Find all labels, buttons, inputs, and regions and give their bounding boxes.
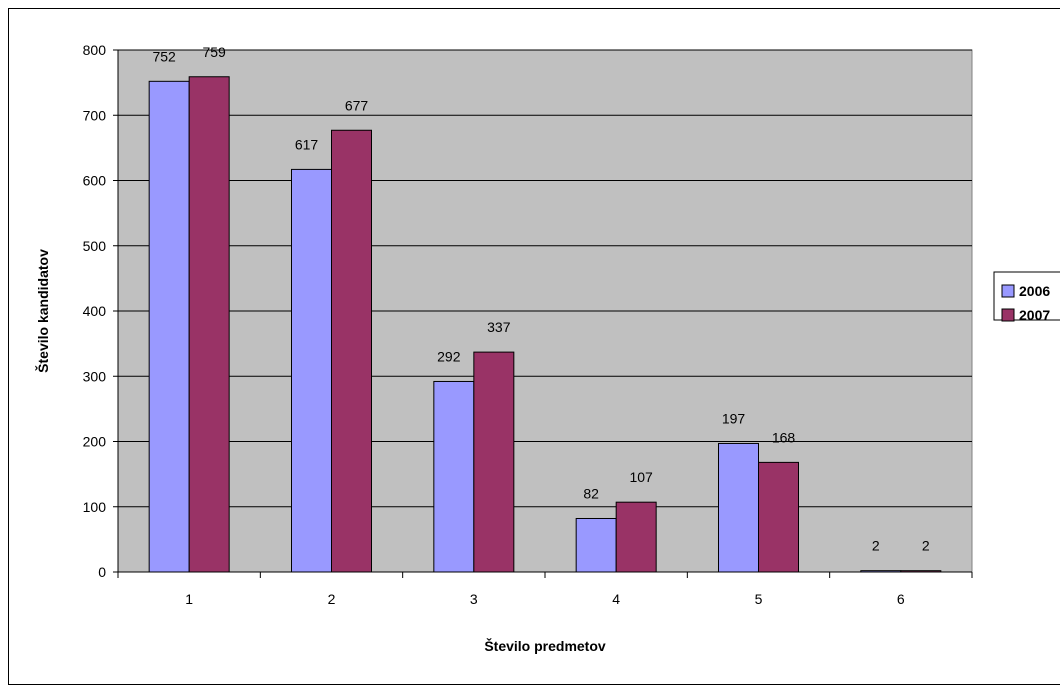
legend-swatch-2006 (1002, 285, 1014, 297)
x-tick-label: 6 (897, 591, 905, 607)
bar-2006-5 (719, 443, 759, 572)
x-tick-label: 3 (470, 591, 478, 607)
y-tick-label: 300 (83, 368, 107, 384)
data-label: 168 (772, 429, 796, 445)
y-tick-label: 500 (83, 238, 107, 254)
data-label: 107 (629, 469, 653, 485)
data-label: 337 (487, 319, 511, 335)
x-tick-label: 2 (328, 591, 336, 607)
legend-label-2006: 2006 (1019, 283, 1050, 299)
bar-2007-4 (616, 502, 656, 572)
legend: 2006 2007 (994, 272, 1060, 323)
data-label: 82 (583, 485, 599, 501)
bar-2006-1 (149, 81, 189, 572)
bar-2006-2 (292, 169, 332, 572)
bar-2007-5 (759, 462, 799, 572)
bar-2006-4 (576, 518, 616, 572)
bar-2007-2 (332, 130, 372, 572)
x-axis-title: Število predmetov (484, 637, 606, 654)
bar-2007-3 (474, 352, 514, 572)
data-label: 292 (437, 348, 461, 364)
y-tick-label: 200 (83, 434, 107, 450)
data-label: 197 (722, 410, 746, 426)
x-tick-label: 5 (755, 591, 763, 607)
data-label: 752 (152, 48, 176, 64)
x-tick-labels: 1 2 3 4 5 6 (185, 591, 905, 607)
data-label: 617 (295, 136, 319, 152)
y-tick-label: 600 (83, 173, 107, 189)
x-tick-label: 1 (185, 591, 193, 607)
data-label: 2 (922, 538, 930, 554)
y-tick-labels: 0 100 200 300 400 500 600 700 800 (83, 42, 107, 580)
data-label: 2 (872, 538, 880, 554)
y-tick-label: 400 (83, 303, 107, 319)
y-tick-label: 800 (83, 42, 107, 58)
x-tick-label: 4 (612, 591, 620, 607)
bar-2007-1 (189, 77, 229, 572)
data-label: 677 (345, 97, 369, 113)
data-label: 759 (202, 44, 226, 60)
legend-label-2007: 2007 (1019, 307, 1050, 323)
y-tick-label: 700 (83, 107, 107, 123)
legend-swatch-2007 (1002, 309, 1014, 321)
bar-2006-3 (434, 381, 474, 572)
y-axis-title: Število kandidatov (34, 249, 51, 373)
y-tick-label: 100 (83, 499, 107, 515)
y-tick-label: 0 (98, 564, 106, 580)
